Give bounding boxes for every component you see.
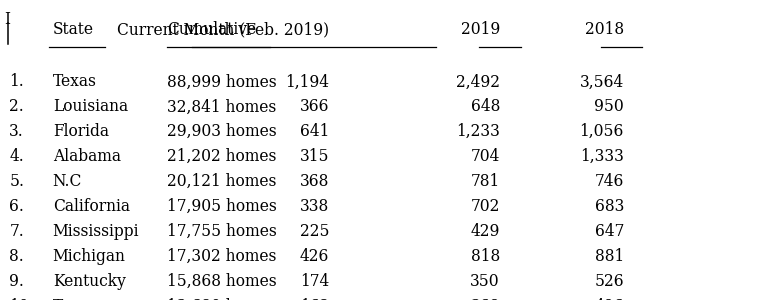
Text: 315: 315 xyxy=(300,148,329,165)
Text: Tennessee: Tennessee xyxy=(53,298,134,300)
Text: 648: 648 xyxy=(470,98,500,116)
Text: 429: 429 xyxy=(470,223,500,240)
Text: I: I xyxy=(5,11,11,28)
Text: 21,202 homes: 21,202 homes xyxy=(167,148,276,165)
Text: 3.: 3. xyxy=(9,123,24,140)
Text: Texas: Texas xyxy=(53,74,97,91)
Text: Michigan: Michigan xyxy=(53,248,126,265)
Text: 526: 526 xyxy=(594,273,624,290)
Text: 881: 881 xyxy=(594,248,624,265)
Text: Cumulative: Cumulative xyxy=(167,21,256,38)
Text: 647: 647 xyxy=(594,223,624,240)
Text: 1,056: 1,056 xyxy=(580,123,624,140)
Text: 9.: 9. xyxy=(9,273,24,290)
Text: N.C: N.C xyxy=(53,173,82,190)
Text: 683: 683 xyxy=(594,198,624,215)
Text: 781: 781 xyxy=(470,173,500,190)
Text: 174: 174 xyxy=(300,273,329,290)
Text: Louisiana: Louisiana xyxy=(53,98,128,116)
Text: 225: 225 xyxy=(300,223,329,240)
Text: 950: 950 xyxy=(594,98,624,116)
Text: 13,680 homes: 13,680 homes xyxy=(167,298,276,300)
Text: 4.: 4. xyxy=(9,148,24,165)
Text: 818: 818 xyxy=(470,248,500,265)
Text: 2019: 2019 xyxy=(460,21,500,38)
Text: 15,868 homes: 15,868 homes xyxy=(167,273,276,290)
Text: 17,302 homes: 17,302 homes xyxy=(167,248,276,265)
Text: Alabama: Alabama xyxy=(53,148,121,165)
Text: 162: 162 xyxy=(300,298,329,300)
Text: 29,903 homes: 29,903 homes xyxy=(167,123,276,140)
Text: 746: 746 xyxy=(594,173,624,190)
Text: 641: 641 xyxy=(300,123,329,140)
Text: 496: 496 xyxy=(594,298,624,300)
Text: 32,841 homes: 32,841 homes xyxy=(167,98,276,116)
Text: 2,492: 2,492 xyxy=(456,74,500,91)
Text: Florida: Florida xyxy=(53,123,108,140)
Text: Current Month (Feb. 2019): Current Month (Feb. 2019) xyxy=(117,21,329,38)
Text: 1.: 1. xyxy=(9,74,24,91)
Text: 88,999 homes: 88,999 homes xyxy=(167,74,276,91)
Text: 1,333: 1,333 xyxy=(580,148,624,165)
Text: Kentucky: Kentucky xyxy=(53,273,126,290)
Text: 20,121 homes: 20,121 homes xyxy=(167,173,276,190)
Text: 338: 338 xyxy=(300,198,329,215)
Text: California: California xyxy=(53,198,129,215)
Text: 368: 368 xyxy=(300,173,329,190)
Text: 704: 704 xyxy=(470,148,500,165)
Text: State: State xyxy=(53,21,94,38)
Text: 17,755 homes: 17,755 homes xyxy=(167,223,277,240)
Text: 426: 426 xyxy=(300,248,329,265)
Text: 2018: 2018 xyxy=(585,21,624,38)
Text: 6.: 6. xyxy=(9,198,24,215)
Text: 1,194: 1,194 xyxy=(285,74,329,91)
Text: 702: 702 xyxy=(470,198,500,215)
Text: 10.: 10. xyxy=(9,298,34,300)
Text: 17,905 homes: 17,905 homes xyxy=(167,198,277,215)
Text: 1,233: 1,233 xyxy=(456,123,500,140)
Text: Mississippi: Mississippi xyxy=(53,223,140,240)
Text: 368: 368 xyxy=(470,298,500,300)
Text: 3,564: 3,564 xyxy=(580,74,624,91)
Text: 2.: 2. xyxy=(9,98,24,116)
Text: 366: 366 xyxy=(300,98,329,116)
Text: 8.: 8. xyxy=(9,248,24,265)
Text: 7.: 7. xyxy=(9,223,24,240)
Text: 350: 350 xyxy=(470,273,500,290)
Text: 5.: 5. xyxy=(9,173,24,190)
